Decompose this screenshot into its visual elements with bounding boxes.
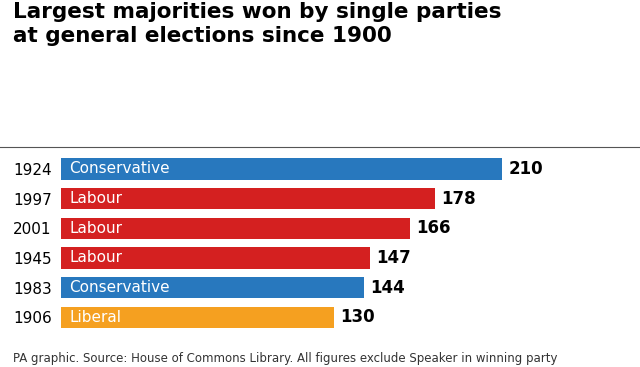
Text: 166: 166	[416, 219, 451, 237]
Text: Labour: Labour	[69, 191, 122, 206]
Text: 130: 130	[340, 308, 375, 326]
Text: Liberal: Liberal	[69, 310, 121, 325]
Text: 178: 178	[442, 190, 476, 208]
Bar	[61, 247, 370, 269]
Text: 144: 144	[370, 279, 404, 297]
Text: Labour: Labour	[69, 250, 122, 265]
Text: Labour: Labour	[69, 221, 122, 236]
Bar	[61, 218, 410, 239]
Text: Largest majorities won by single parties
at general elections since 1900: Largest majorities won by single parties…	[13, 2, 501, 46]
Bar	[61, 277, 364, 298]
Text: PA graphic. Source: House of Commons Library. All figures exclude Speaker in win: PA graphic. Source: House of Commons Lib…	[13, 352, 557, 365]
Text: 147: 147	[376, 249, 411, 267]
Text: Conservative: Conservative	[69, 161, 170, 177]
Text: 210: 210	[509, 160, 543, 178]
Bar	[61, 188, 435, 209]
Text: Conservative: Conservative	[69, 280, 170, 295]
Bar	[61, 306, 334, 328]
Bar	[61, 158, 502, 180]
